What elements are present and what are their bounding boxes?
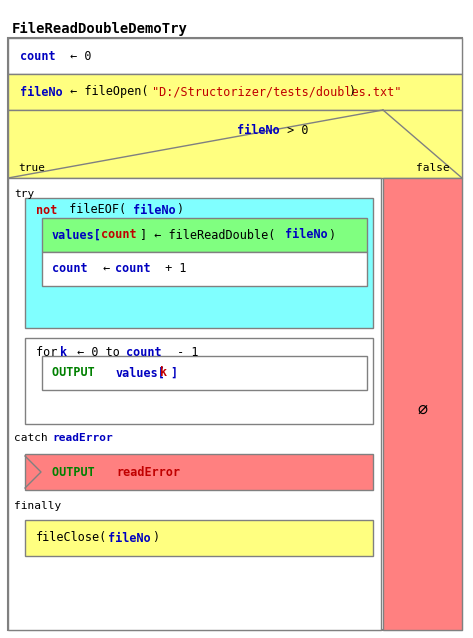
Bar — [383, 178, 462, 630]
Bar — [8, 178, 381, 630]
Text: - 1: - 1 — [170, 346, 199, 359]
Text: count: count — [115, 262, 150, 276]
Text: OUTPUT: OUTPUT — [52, 466, 102, 478]
Text: ): ) — [152, 531, 159, 544]
Bar — [25, 520, 373, 556]
Text: ← fileOpen(: ← fileOpen( — [63, 85, 149, 98]
Text: true: true — [18, 163, 45, 173]
Text: ]: ] — [170, 366, 177, 380]
Text: ← 0: ← 0 — [63, 50, 91, 63]
Text: values[: values[ — [116, 366, 166, 380]
Bar — [25, 454, 373, 490]
Text: count: count — [52, 262, 88, 276]
Text: ): ) — [328, 228, 335, 242]
Text: readError: readError — [52, 433, 113, 443]
Text: fileNo: fileNo — [133, 204, 176, 216]
Text: readError: readError — [116, 466, 180, 478]
Text: ): ) — [348, 85, 355, 98]
Text: fileNo: fileNo — [237, 124, 280, 137]
Text: ← 0 to: ← 0 to — [70, 346, 127, 359]
Bar — [25, 338, 373, 424]
Bar — [42, 252, 367, 286]
Text: + 1: + 1 — [158, 262, 186, 276]
Text: count: count — [126, 346, 162, 359]
Text: k: k — [160, 366, 167, 380]
Text: FileReadDoubleDemoTry: FileReadDoubleDemoTry — [12, 22, 188, 36]
Text: > 0: > 0 — [280, 124, 308, 137]
Text: ] ← fileReadDouble(: ] ← fileReadDouble( — [140, 228, 275, 242]
Text: fileEOF(: fileEOF( — [62, 204, 126, 216]
Text: ←: ← — [96, 262, 117, 276]
Text: k: k — [60, 346, 67, 359]
Text: catch: catch — [14, 433, 54, 443]
Text: finally: finally — [14, 501, 61, 511]
Text: fileClose(: fileClose( — [36, 531, 107, 544]
Bar — [8, 110, 462, 178]
Text: try: try — [14, 189, 34, 199]
Text: for: for — [36, 346, 64, 359]
Bar — [8, 74, 462, 110]
Bar — [42, 356, 367, 390]
Text: false: false — [416, 163, 450, 173]
Bar — [25, 198, 373, 328]
Text: count: count — [101, 228, 137, 242]
Text: fileNo: fileNo — [108, 531, 151, 544]
Text: values[: values[ — [52, 228, 102, 242]
Text: ): ) — [176, 204, 183, 216]
Text: fileNo: fileNo — [285, 228, 328, 242]
Bar — [8, 38, 462, 74]
Text: ∅: ∅ — [417, 401, 427, 419]
Bar — [42, 218, 367, 252]
Text: fileNo: fileNo — [20, 85, 63, 98]
Text: OUTPUT: OUTPUT — [52, 366, 102, 380]
Text: count: count — [20, 50, 56, 63]
Text: not: not — [36, 204, 57, 216]
Text: "D:/Structorizer/tests/doubles.txt": "D:/Structorizer/tests/doubles.txt" — [152, 85, 402, 98]
